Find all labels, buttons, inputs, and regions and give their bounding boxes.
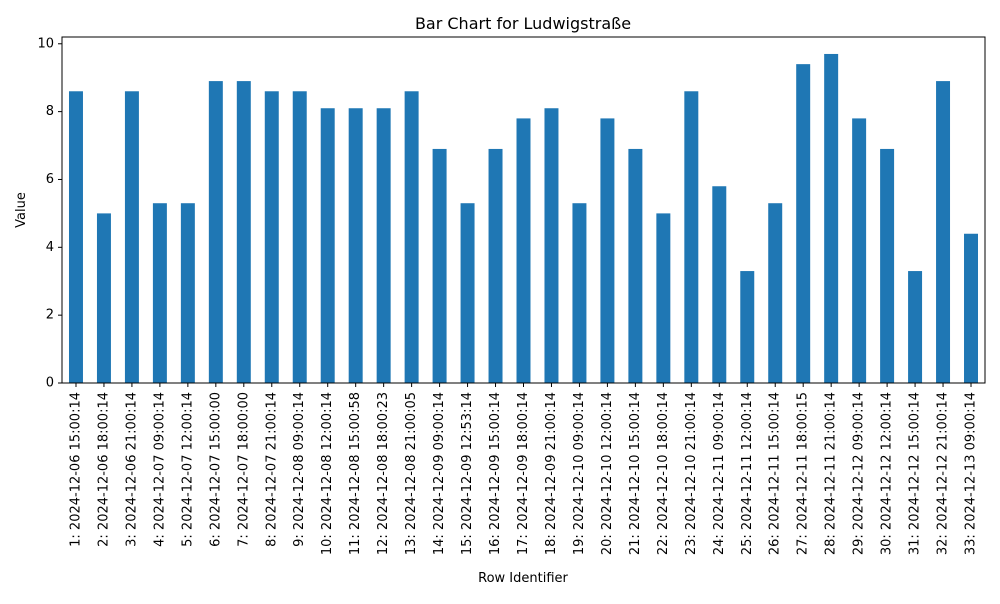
x-tick-label: 2: 2024-12-06 18:00:14 — [96, 392, 111, 547]
bar-17 — [516, 118, 531, 383]
bar-12 — [376, 108, 391, 384]
bars-layer — [68, 53, 978, 384]
y-axis-label: Value — [14, 192, 29, 228]
bar-30 — [880, 148, 895, 383]
x-tick-label: 10: 2024-12-08 12:00:14 — [320, 392, 335, 555]
bar-22 — [656, 213, 671, 383]
bar-10 — [320, 108, 335, 384]
x-tick-label: 25: 2024-12-11 12:00:14 — [740, 392, 755, 555]
y-tick-label: 2 — [46, 308, 54, 323]
x-tick-label: 16: 2024-12-09 15:00:14 — [488, 392, 503, 555]
chart-title: Bar Chart for Ludwigstraße — [415, 14, 631, 33]
x-tick-label: 8: 2024-12-07 21:00:14 — [264, 392, 279, 547]
bar-24 — [712, 186, 727, 383]
bar-32 — [936, 81, 951, 383]
x-tick-label: 28: 2024-12-11 21:00:14 — [824, 392, 839, 555]
bar-7 — [236, 81, 251, 383]
x-tick-label: 26: 2024-12-11 15:00:14 — [768, 392, 783, 555]
x-tick-label: 5: 2024-12-07 12:00:14 — [180, 392, 195, 547]
bar-13 — [404, 91, 419, 384]
x-tick-label: 6: 2024-12-07 15:00:00 — [208, 392, 223, 547]
plot-frame — [61, 36, 986, 384]
bar-8 — [264, 91, 279, 384]
y-axis: 0 2 4 6 8 10 — [37, 36, 62, 391]
bar-1 — [68, 91, 83, 384]
bar-19 — [572, 203, 587, 383]
y-tick-label: 10 — [37, 36, 54, 51]
bar-3 — [124, 91, 139, 384]
bar-23 — [684, 91, 699, 384]
bar-16 — [488, 148, 503, 383]
bar-26 — [768, 203, 783, 383]
x-tick-label: 13: 2024-12-08 21:00:05 — [404, 392, 419, 555]
bar-28 — [824, 53, 839, 384]
x-axis-label: Row Identifier — [478, 571, 568, 586]
x-tick-label: 7: 2024-12-07 18:00:00 — [236, 392, 251, 547]
x-tick-label: 12: 2024-12-08 18:00:23 — [376, 392, 391, 555]
x-tick-label: 33: 2024-12-13 09:00:14 — [964, 392, 979, 555]
bar-27 — [796, 64, 811, 383]
x-tick-label: 22: 2024-12-10 18:00:14 — [656, 392, 671, 555]
x-tick-label: 30: 2024-12-12 12:00:14 — [880, 392, 895, 555]
bar-31 — [908, 271, 923, 383]
y-tick-label: 6 — [46, 172, 54, 187]
x-tick-label: 23: 2024-12-10 21:00:14 — [684, 392, 699, 555]
y-tick-label: 4 — [46, 240, 54, 255]
bar-6 — [208, 81, 223, 383]
x-tick-label: 17: 2024-12-09 18:00:14 — [516, 392, 531, 555]
bar-33 — [964, 233, 978, 383]
x-tick-label: 18: 2024-12-09 21:00:14 — [544, 392, 559, 555]
y-tick-label: 0 — [46, 376, 54, 391]
y-tick-label: 8 — [46, 104, 54, 119]
bar-20 — [600, 118, 615, 383]
x-tick-label: 19: 2024-12-10 09:00:14 — [572, 392, 587, 555]
bar-18 — [544, 108, 559, 384]
bar-4 — [152, 203, 167, 383]
x-tick-label: 27: 2024-12-11 18:00:15 — [796, 392, 811, 555]
bar-9 — [292, 91, 307, 384]
x-tick-label: 32: 2024-12-12 21:00:14 — [936, 392, 951, 555]
bar-15 — [460, 203, 475, 383]
x-tick-label: 14: 2024-12-09 09:00:14 — [432, 392, 447, 555]
x-tick-label: 1: 2024-12-06 15:00:14 — [68, 392, 83, 547]
x-tick-label: 24: 2024-12-11 09:00:14 — [712, 392, 727, 555]
bar-2 — [96, 213, 111, 383]
x-tick-label: 31: 2024-12-12 15:00:14 — [908, 392, 923, 555]
x-tick-label: 21: 2024-12-10 15:00:14 — [628, 392, 643, 555]
x-tick-label: 11: 2024-12-08 15:00:58 — [348, 392, 363, 555]
x-tick-label: 20: 2024-12-10 12:00:14 — [600, 392, 615, 555]
x-axis: 1: 2024-12-06 15:00:14 2: 2024-12-06 18:0… — [68, 383, 979, 555]
bar-25 — [740, 271, 755, 383]
bar-21 — [628, 148, 643, 383]
x-tick-label: 3: 2024-12-06 21:00:14 — [124, 392, 139, 547]
x-tick-label: 15: 2024-12-09 12:53:14 — [460, 392, 475, 555]
bar-5 — [180, 203, 195, 383]
x-tick-label: 4: 2024-12-07 09:00:14 — [152, 392, 167, 547]
bar-29 — [852, 118, 867, 383]
x-tick-label: 9: 2024-12-08 09:00:14 — [292, 392, 307, 547]
bar-11 — [348, 108, 363, 384]
x-tick-label: 29: 2024-12-12 09:00:14 — [852, 392, 867, 555]
bar-14 — [432, 148, 447, 383]
